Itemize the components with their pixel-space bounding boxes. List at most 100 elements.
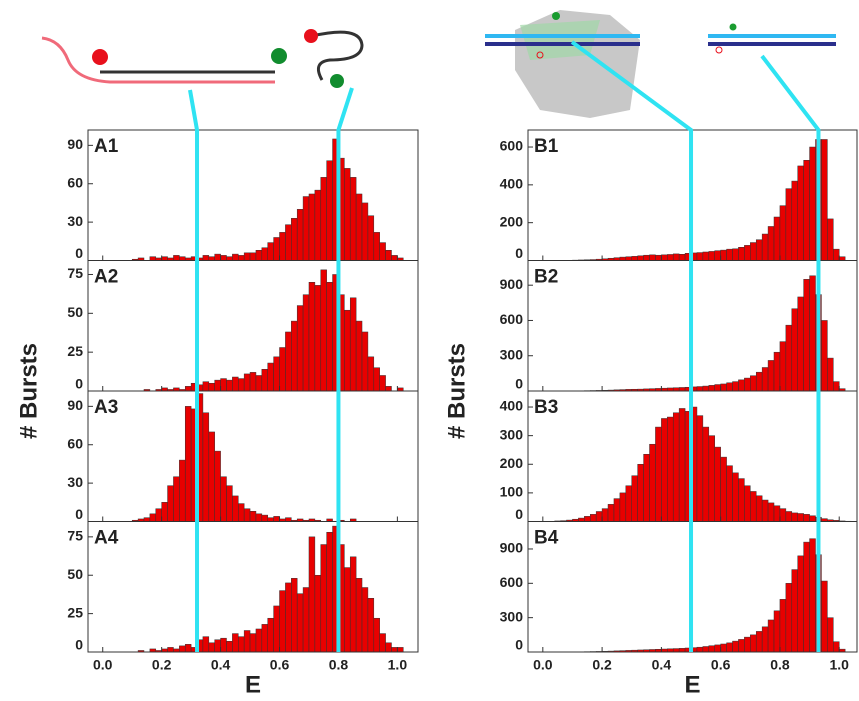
bar xyxy=(697,253,703,261)
acceptor-dye xyxy=(552,12,560,20)
bar xyxy=(727,643,733,652)
bar xyxy=(673,254,679,261)
bar xyxy=(715,251,721,261)
x-tick-label: 1.0 xyxy=(829,657,849,673)
bar xyxy=(792,309,798,391)
bar xyxy=(798,297,804,391)
bar xyxy=(756,372,762,391)
acceptor-dye xyxy=(730,24,737,31)
x-tick-label: 0.8 xyxy=(329,657,349,673)
bar xyxy=(226,486,232,522)
bar xyxy=(162,257,168,261)
bar xyxy=(368,216,374,261)
panel-label: A4 xyxy=(94,528,119,549)
bar xyxy=(697,387,703,391)
bar xyxy=(391,647,397,652)
y-tick-label: 50 xyxy=(67,566,83,582)
y-tick-label: 900 xyxy=(500,540,524,556)
y-tick-label: 90 xyxy=(67,397,83,413)
bar xyxy=(173,255,179,260)
y-tick-label: 30 xyxy=(67,213,83,229)
bar xyxy=(315,575,321,652)
acceptor-dye xyxy=(271,48,287,64)
bar xyxy=(590,514,596,521)
bar xyxy=(262,369,268,391)
y-tick-label: 600 xyxy=(500,138,524,154)
bar xyxy=(810,516,816,522)
dna-strand xyxy=(42,38,275,82)
bar xyxy=(285,225,291,261)
x-tick-label: 1.0 xyxy=(388,657,408,673)
illustrations xyxy=(42,10,836,118)
bar xyxy=(709,385,715,391)
bar xyxy=(632,476,638,522)
bar xyxy=(309,194,315,261)
bar xyxy=(679,254,685,260)
bar xyxy=(774,506,780,522)
y-tick-label: 600 xyxy=(500,311,524,327)
bar xyxy=(350,298,356,391)
bar xyxy=(268,243,274,261)
bar xyxy=(150,514,156,522)
bar xyxy=(804,542,810,652)
bar xyxy=(792,181,798,260)
plot-frame xyxy=(88,391,418,522)
bar xyxy=(244,631,250,652)
y-tick-label: 0 xyxy=(515,245,523,261)
bar xyxy=(774,352,780,391)
bar xyxy=(203,637,209,652)
bar xyxy=(274,606,280,652)
bar xyxy=(221,379,227,391)
bar xyxy=(144,518,150,522)
donor-dye xyxy=(716,47,722,53)
bar xyxy=(215,380,221,391)
bar xyxy=(804,160,810,260)
bar xyxy=(839,257,845,261)
bar xyxy=(667,417,673,521)
bar xyxy=(356,321,362,391)
bar xyxy=(185,406,191,521)
y-tick-label: 300 xyxy=(500,346,524,362)
donor-dye xyxy=(304,29,318,43)
bar xyxy=(344,568,350,652)
bar xyxy=(709,436,715,522)
bar xyxy=(297,594,303,652)
bar xyxy=(386,386,392,391)
bar xyxy=(209,383,215,391)
bar xyxy=(786,511,792,521)
x-axis-label: E xyxy=(245,671,261,696)
bar xyxy=(632,256,638,260)
y-tick-label: 900 xyxy=(500,276,524,292)
bar xyxy=(756,496,762,522)
bar xyxy=(733,473,739,522)
bar xyxy=(386,643,392,652)
y-tick-label: 400 xyxy=(500,176,524,192)
bar xyxy=(744,245,750,260)
bar xyxy=(655,255,661,260)
bar xyxy=(638,256,644,261)
bar xyxy=(232,496,238,522)
bar xyxy=(280,348,286,392)
y-tick-label: 60 xyxy=(67,435,83,451)
y-axis-label: # Bursts xyxy=(15,343,42,439)
bar xyxy=(744,486,750,522)
bar xyxy=(185,644,191,652)
bar xyxy=(321,177,327,260)
bar xyxy=(356,194,362,261)
bar xyxy=(226,257,232,261)
bar xyxy=(833,642,839,652)
bar xyxy=(250,253,256,261)
bar xyxy=(762,627,768,652)
bar xyxy=(209,432,215,522)
bar xyxy=(386,250,392,260)
x-tick-label: 0.0 xyxy=(533,657,553,673)
bar xyxy=(786,325,792,391)
bar xyxy=(762,234,768,260)
bar xyxy=(780,206,786,261)
bar xyxy=(833,249,839,260)
bar xyxy=(810,147,816,260)
bar xyxy=(768,226,774,260)
bar xyxy=(162,502,168,521)
